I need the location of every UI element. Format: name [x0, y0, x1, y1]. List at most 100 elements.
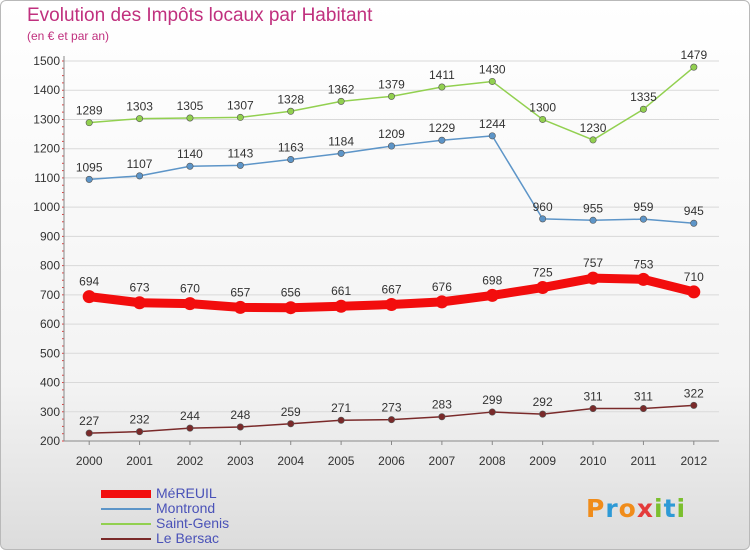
data-label: 1244 — [479, 117, 506, 131]
data-point — [586, 271, 600, 285]
data-label: 725 — [533, 266, 553, 280]
legend-item-mereuil: MéREUIL — [101, 485, 321, 501]
data-label: 311 — [634, 390, 653, 404]
data-point — [82, 290, 96, 304]
legend-label: Montrond — [156, 500, 216, 516]
data-label: 1379 — [378, 77, 405, 91]
data-label: 1479 — [680, 48, 707, 62]
data-label: 1411 — [429, 68, 455, 82]
x-tick-label: 2011 — [631, 454, 657, 468]
x-tick-label: 2003 — [227, 454, 254, 468]
data-point — [236, 161, 244, 169]
y-tick-label: 700 — [40, 288, 60, 302]
proxiti-logo: Proxiti — [586, 494, 687, 523]
data-point — [334, 299, 348, 313]
data-label: 1300 — [529, 100, 556, 114]
data-point — [236, 113, 244, 121]
legend-item-saint-genis: Saint-Genis — [101, 515, 321, 531]
x-tick-label: 2010 — [580, 454, 607, 468]
data-point — [85, 429, 93, 437]
data-label: 670 — [180, 282, 200, 296]
data-point — [287, 420, 295, 428]
x-tick-label: 2009 — [529, 454, 556, 468]
data-point — [287, 107, 295, 115]
data-point — [636, 272, 650, 286]
data-label: 757 — [583, 256, 603, 270]
data-label: 1289 — [76, 104, 103, 118]
legend-item-le-bersac: Le Bersac — [101, 530, 321, 546]
data-label: 667 — [381, 282, 401, 296]
data-label: 661 — [331, 284, 351, 298]
data-label: 1107 — [127, 157, 153, 171]
y-tick-label: 900 — [40, 229, 60, 243]
y-tick-label: 400 — [40, 376, 60, 390]
data-point — [488, 77, 496, 85]
data-label: 698 — [482, 273, 502, 287]
data-point — [539, 410, 547, 418]
data-point — [485, 288, 499, 302]
data-point — [85, 119, 93, 127]
data-point — [236, 423, 244, 431]
data-point — [133, 296, 147, 310]
data-label: 1209 — [378, 127, 405, 141]
data-label: 673 — [130, 281, 150, 295]
data-label: 248 — [230, 408, 250, 422]
y-tick-label: 600 — [40, 317, 60, 331]
data-point — [639, 105, 647, 113]
data-point — [639, 215, 647, 223]
data-label: 232 — [130, 413, 150, 427]
data-point — [589, 216, 597, 224]
legend-item-montrond: Montrond — [101, 500, 321, 516]
y-tick-label: 1200 — [33, 142, 60, 156]
data-point — [186, 424, 194, 432]
data-label: 283 — [432, 398, 452, 412]
data-point — [488, 408, 496, 416]
data-point — [233, 300, 247, 314]
y-tick-label: 1000 — [33, 200, 60, 214]
data-label: 1163 — [278, 141, 304, 155]
data-point — [136, 115, 144, 123]
data-label: 1362 — [328, 82, 355, 96]
data-point — [690, 63, 698, 71]
data-point — [284, 301, 298, 315]
data-label: 1335 — [630, 90, 657, 104]
y-tick-label: 300 — [40, 405, 60, 419]
x-tick-label: 2006 — [378, 454, 405, 468]
x-tick-label: 2000 — [76, 454, 103, 468]
data-point — [539, 215, 547, 223]
data-label: 311 — [583, 390, 602, 404]
y-tick-label: 200 — [40, 434, 60, 448]
data-point — [287, 156, 295, 164]
data-point — [186, 114, 194, 122]
data-label: 1328 — [277, 92, 304, 106]
x-tick-label: 2005 — [328, 454, 355, 468]
data-label: 955 — [583, 201, 603, 215]
x-tick-label: 2012 — [680, 454, 707, 468]
data-label: 656 — [281, 286, 301, 300]
y-tick-label: 1400 — [33, 83, 60, 97]
y-tick-label: 500 — [40, 346, 60, 360]
data-label: 292 — [533, 395, 553, 409]
data-point — [183, 297, 197, 311]
data-label: 1095 — [76, 160, 103, 174]
data-point — [385, 297, 398, 311]
data-point — [690, 401, 698, 409]
x-tick-label: 2004 — [277, 454, 304, 468]
data-point — [387, 142, 395, 150]
data-label: 676 — [432, 280, 452, 294]
data-point — [589, 136, 597, 144]
x-tick-label: 2007 — [429, 454, 456, 468]
legend-swatch — [101, 490, 151, 498]
data-point — [488, 132, 496, 140]
data-label: 1184 — [328, 134, 354, 148]
data-point — [85, 175, 93, 183]
x-tick-label: 2002 — [177, 454, 204, 468]
legend-swatch — [101, 508, 151, 510]
data-point — [337, 97, 345, 105]
data-point — [387, 416, 395, 424]
data-point — [690, 219, 698, 227]
legend-swatch — [101, 523, 151, 525]
data-label: 1303 — [126, 100, 153, 114]
